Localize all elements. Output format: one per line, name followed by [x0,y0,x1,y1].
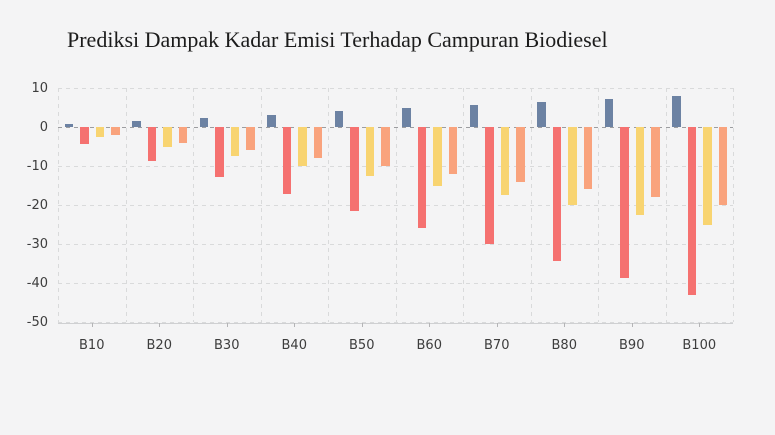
v-gridline [665,88,667,322]
bar-series-orange-B70 [516,127,525,182]
x-axis-label: B60 [416,338,442,353]
x-axis-label: B80 [551,338,577,353]
v-gridline [463,88,464,322]
x-axis-label: B40 [281,338,307,353]
v-gridline [260,88,262,322]
x-axis-tick [564,323,566,327]
bar-series-red-B20 [147,127,157,161]
x-axis-label: B70 [484,338,510,353]
v-gridline [58,88,59,322]
h-gridline--50 [58,322,733,323]
bar-series-blue-B70 [469,105,479,127]
v-gridline [598,88,599,322]
chart-title: Prediksi Dampak Kadar Emisi Terhadap Cam… [67,27,608,52]
bar-series-red-B50 [350,127,359,211]
bar-series-red-B100 [687,127,697,295]
v-gridline [395,88,397,322]
x-axis-label: B10 [79,338,105,353]
bar-series-blue-B100 [672,95,681,127]
bar-series-orange-B30 [246,127,255,151]
x-axis-label: B20 [146,338,172,353]
x-axis-tick [699,323,701,327]
x-axis-tick [159,323,161,327]
bar-series-yellow-B30 [230,127,240,157]
x-axis-tick [429,323,431,327]
bar-series-red-B40 [282,127,292,195]
bar-series-orange-B60 [448,127,458,174]
x-axis-tick [361,323,363,327]
y-tick-label: -40 [26,275,48,291]
bar-series-blue-B40 [267,114,276,127]
bar-series-yellow-B90 [635,127,645,215]
y-tick-label: -10 [26,158,48,174]
bar-series-blue-B90 [604,98,614,127]
x-axis-tick [631,323,633,327]
y-tick-label: 0 [39,119,48,135]
x-axis-tick [496,323,498,327]
x-axis-label: B90 [619,338,645,353]
bar-series-red-B60 [417,127,427,228]
bar-series-red-B30 [215,127,224,178]
x-axis-label: B30 [214,338,240,353]
bar-series-yellow-B50 [365,127,375,176]
bar-series-blue-B10 [64,123,74,127]
y-tick-label: -20 [26,197,48,213]
bar-series-orange-B40 [313,127,323,159]
bar-series-red-B80 [552,127,562,262]
bar-series-blue-B30 [199,117,209,127]
bar-series-yellow-B100 [703,127,712,225]
x-axis-label: B50 [349,338,375,353]
bar-series-red-B10 [80,127,89,144]
bar-series-yellow-B70 [500,127,510,196]
bar-series-blue-B50 [334,111,344,127]
v-gridline [530,88,532,322]
x-axis-label: B100 [682,338,717,353]
bar-series-blue-B20 [132,120,141,127]
bar-series-orange-B50 [381,127,390,166]
bar-series-orange-B10 [111,127,120,135]
x-axis-tick [294,323,296,327]
x-axis-tick [226,323,228,327]
bar-series-orange-B90 [651,127,660,198]
y-tick-label: -50 [26,314,48,330]
y-tick-label: 10 [31,80,48,96]
bar-series-yellow-B60 [433,127,442,186]
bar-series-blue-B60 [402,108,411,127]
bar-series-red-B70 [485,127,494,245]
v-gridline [328,88,329,322]
bar-series-yellow-B80 [568,127,577,205]
bar-series-orange-B20 [178,127,188,143]
bar-series-orange-B80 [583,127,593,190]
bar-series-yellow-B20 [163,127,172,147]
bar-series-red-B90 [620,127,629,278]
v-gridline [193,88,194,322]
x-axis-tick [91,323,93,327]
v-gridline [733,88,734,322]
y-tick-label: -30 [26,236,48,252]
bar-series-yellow-B10 [95,127,105,137]
bar-series-yellow-B40 [298,127,307,166]
bar-series-blue-B80 [537,102,546,127]
bar-series-orange-B100 [718,127,728,205]
v-gridline [125,88,127,322]
x-axis-line [58,323,733,324]
